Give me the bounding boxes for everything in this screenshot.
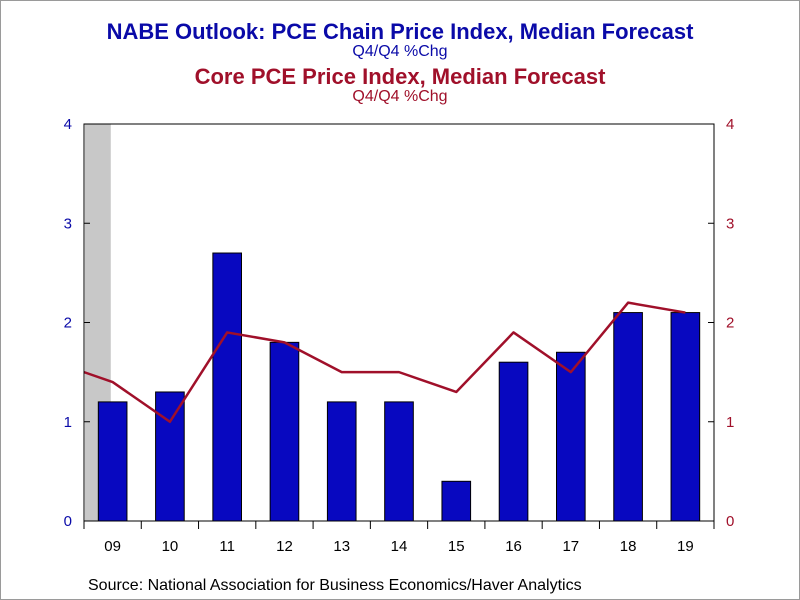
bar-18 [613,312,643,522]
bar-16 [498,361,529,522]
chart-subtitle-primary: Q4/Q4 %Chg [352,43,448,60]
y-tick-label-left: 4 [64,116,72,133]
x-tick-label-17: 17 [562,538,579,555]
x-tick-label-15: 15 [448,538,465,555]
core-pce-line [83,301,686,423]
y-tick-label-left: 0 [64,513,72,530]
y-tick-label-left: 1 [64,414,72,431]
x-tick-label-12: 12 [276,538,293,555]
y-tick-label-right: 2 [726,315,734,332]
bar-15 [441,480,472,522]
bar-12 [269,341,300,522]
chart-title-primary: NABE Outlook: PCE Chain Price Index, Med… [106,19,694,44]
bar-10 [155,391,185,522]
y-tick-label-right: 1 [726,414,734,431]
x-tick-label-13: 13 [333,538,350,555]
chart-subtitle-secondary: Q4/Q4 %Chg [352,88,448,105]
x-tick-label-14: 14 [391,538,408,555]
y-tick-label-left: 3 [64,215,72,232]
bar-14 [384,401,414,522]
bar-13 [326,401,357,522]
x-tick-label-19: 19 [677,538,694,555]
bar-09 [97,401,128,522]
x-tick-label-10: 10 [162,538,179,555]
bar-11 [212,252,242,522]
y-tick-label-right: 3 [726,215,734,232]
source-note: Source: National Association for Busines… [88,577,582,594]
bar-19 [670,312,701,522]
y-tick-label-right: 0 [726,513,734,530]
y-tick-label-right: 4 [726,116,734,133]
x-tick-label-18: 18 [620,538,637,555]
bar-17 [556,351,586,522]
x-tick-label-16: 16 [505,538,522,555]
chart-title-secondary: Core PCE Price Index, Median Forecast [194,64,606,89]
x-tick-label-09: 09 [104,538,121,555]
x-tick-label-11: 11 [219,538,235,555]
y-tick-label-left: 2 [64,315,72,332]
